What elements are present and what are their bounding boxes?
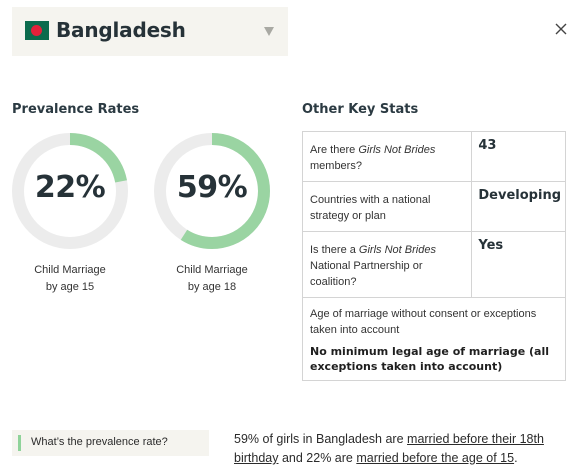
country-name: Bangladesh [56, 18, 186, 42]
table-row: Countries with a national strategy or pl… [301, 181, 566, 232]
donut-chart-age-18: 59% [153, 132, 271, 250]
stat-answer: No minimum legal age of marriage (all ex… [310, 345, 549, 373]
accent-bar [18, 435, 21, 451]
link-married-before-18[interactable]: married before their 18th birthday [234, 432, 544, 465]
stat-question: Age of marriage without consent or excep… [310, 308, 537, 336]
donut-value: 22% [34, 170, 106, 205]
question-label: What’s the prevalence rate? [31, 436, 168, 448]
other-key-stats-title: Other Key Stats [302, 102, 419, 117]
key-stats-table: Are there Girls Not Brides members? 43 C… [301, 131, 566, 381]
table-row: Are there Girls Not Brides members? 43 [301, 131, 566, 182]
close-icon[interactable] [553, 21, 569, 37]
donut-arc-age-15 [12, 133, 128, 249]
country-select[interactable]: Bangladesh [12, 7, 288, 56]
donut-value: 59% [176, 170, 248, 205]
stat-question: Countries with a national strategy or pl… [301, 181, 473, 232]
prevalence-question-button[interactable]: What’s the prevalence rate? [12, 430, 209, 456]
stat-full-row: Age of marriage without consent or excep… [302, 297, 566, 381]
bangladesh-flag-icon [25, 21, 49, 40]
stat-answer: 43 [471, 131, 566, 182]
stat-question: Is there a Girls Not Brides National Par… [301, 231, 473, 298]
donut-chart-age-15: 22% [11, 132, 129, 250]
stat-question: Are there Girls Not Brides members? [301, 131, 473, 182]
stat-answer: Developing [471, 181, 566, 232]
chevron-down-icon[interactable] [264, 27, 274, 36]
prevalence-answer-text: 59% of girls in Bangladesh are married b… [234, 432, 544, 465]
link-married-before-15[interactable]: married before the age of 15 [356, 451, 515, 465]
donut-caption: Child Marriage by age 15 [34, 264, 106, 293]
stat-answer: Yes [471, 231, 566, 298]
donut-arc-age-18 [154, 133, 270, 249]
prevalence-rates-title: Prevalence Rates [12, 102, 140, 117]
donut-caption: Child Marriage by age 18 [176, 264, 248, 293]
table-row: Is there a Girls Not Brides National Par… [301, 231, 566, 298]
table-row: Age of marriage without consent or excep… [302, 297, 566, 381]
